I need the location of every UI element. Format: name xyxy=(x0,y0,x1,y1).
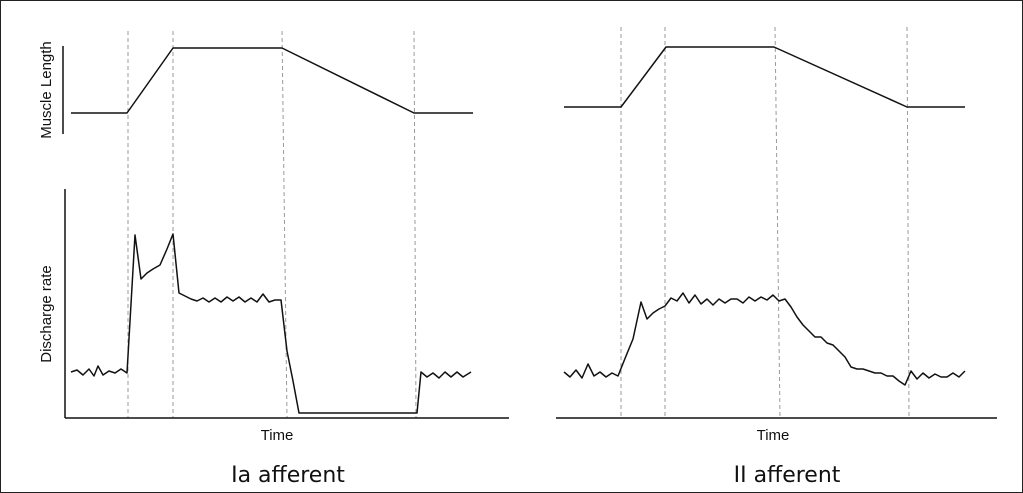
discharge-rate-ylabel: Discharge rate xyxy=(38,265,55,363)
event-line-release-start xyxy=(774,26,781,419)
event-line-release-end xyxy=(906,26,910,419)
ia-discharge-trace xyxy=(70,233,472,414)
time-xlabel-ia: Time xyxy=(261,427,294,444)
panel-title-ia-afferent: Ia afferent xyxy=(231,463,345,488)
ii-discharge-trace xyxy=(563,292,966,386)
muscle-length-ylabel: Muscle Length xyxy=(38,41,55,139)
panel-ii-afferent: Time II afferent xyxy=(556,26,997,488)
time-xlabel-ii: Time xyxy=(757,427,790,444)
panel-title-ii-afferent: II afferent xyxy=(734,463,841,488)
event-line-release-start xyxy=(281,30,288,419)
muscle-length-trace xyxy=(564,46,965,108)
event-line-release-end xyxy=(413,30,417,419)
muscle-length-trace xyxy=(71,47,473,114)
panel-ia-afferent: Time Ia afferent xyxy=(62,30,509,488)
